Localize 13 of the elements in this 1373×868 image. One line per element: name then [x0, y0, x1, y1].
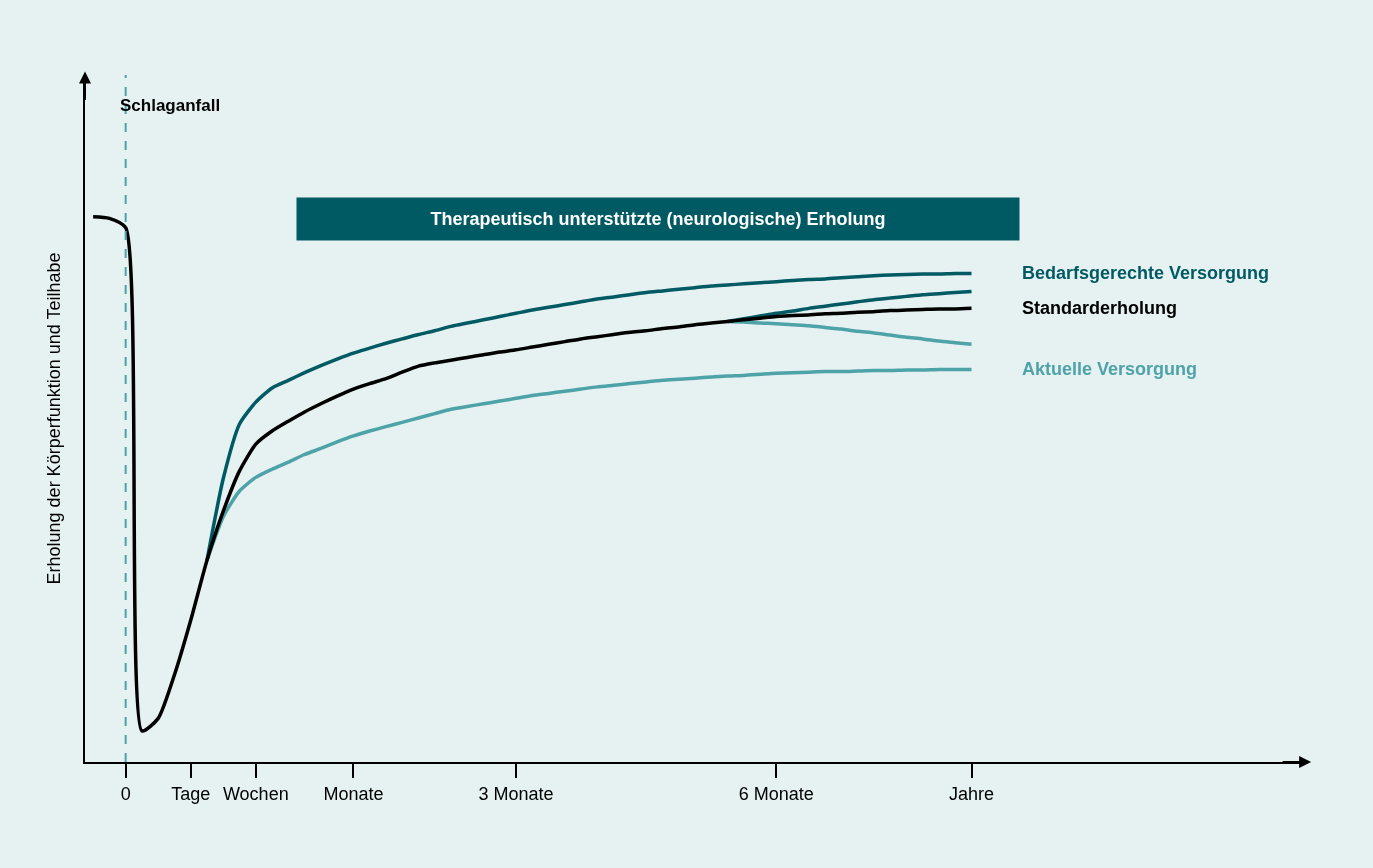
x-tick-label: Tage	[171, 783, 211, 804]
x-tick-label: Wochen	[222, 783, 289, 804]
y-axis-title: Erholung der Körperfunktion und Teilhabe	[43, 252, 64, 585]
x-tick-label: Monate	[323, 783, 384, 804]
text: Bedarfsgerechte Versorgung	[1022, 263, 1270, 283]
annotation: Therapeutisch unterstützte (neurologische) Erholung	[430, 209, 886, 229]
x-tick-label: 0	[120, 783, 131, 804]
ref-line-label: Schlaganfall	[120, 96, 221, 115]
text: Aktuelle Versorgung	[1022, 359, 1198, 379]
text: Standarderholung	[1022, 298, 1178, 318]
x-tick-label: Jahre	[949, 783, 995, 804]
x-tick-label: 3 Monate	[478, 783, 554, 804]
x-tick-label: 6 Monate	[738, 783, 814, 804]
